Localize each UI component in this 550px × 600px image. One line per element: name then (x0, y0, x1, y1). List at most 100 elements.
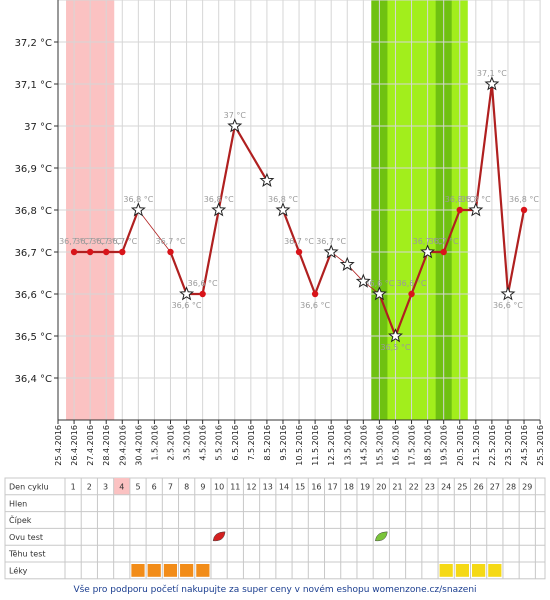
x-tick-label: 25.5.2016 (536, 425, 545, 466)
x-tick-label: 30.4.2016 (134, 425, 143, 466)
x-tick-label: 7.5.2016 (247, 425, 256, 461)
data-label: 36,8 °C (204, 195, 234, 204)
series-line-thin (137, 209, 171, 253)
data-label: 36,5 °C (380, 343, 410, 352)
y-tick-label: 37,2 °C (15, 38, 52, 49)
star-marker-icon (130, 202, 146, 217)
cycle-day-number: 29 (522, 483, 532, 492)
cycle-day-number: 14 (279, 483, 289, 492)
star-marker-icon (420, 244, 436, 259)
x-tick-label: 21.5.2016 (472, 425, 481, 466)
y-tick-label: 37,1 °C (15, 80, 52, 91)
data-label: 36,7 °C (91, 237, 121, 246)
data-label: 36,7 °C (75, 237, 105, 246)
cycle-day-number: 1 (71, 483, 76, 492)
medication-cell (180, 564, 194, 577)
x-tick-label: 29.4.2016 (118, 425, 127, 466)
menstruation-day-cell (113, 478, 130, 495)
data-point (440, 248, 447, 256)
x-tick-label: 8.5.2016 (263, 425, 272, 461)
data-label: 36,6 °C (364, 279, 394, 288)
cycle-day-number: 3 (103, 483, 108, 492)
x-tick-label: 3.5.2016 (183, 425, 192, 461)
data-label: 36,8 °C (445, 195, 475, 204)
medication-cell (163, 564, 178, 577)
footer-link[interactable]: Vše pro podporu početí nakupujte za supe… (73, 585, 477, 595)
data-label: 36,7 °C (429, 237, 459, 246)
x-tick-label: 15.5.2016 (375, 425, 384, 466)
data-point (167, 248, 174, 256)
data-point (103, 248, 110, 256)
x-tick-label: 4.5.2016 (199, 425, 208, 461)
data-label: 36,7 °C (316, 237, 346, 246)
data-label: 36,6 °C (300, 301, 330, 310)
y-tick-label: 36,7 °C (15, 248, 52, 259)
data-label: 36,7 °C (156, 237, 186, 246)
x-tick-label: 10.5.2016 (295, 425, 304, 466)
cycle-day-number: 24 (441, 483, 451, 492)
data-point (70, 248, 78, 256)
x-tick-label: 20.5.2016 (456, 425, 465, 466)
cycle-day-number: 19 (360, 483, 370, 492)
star-marker-icon (355, 273, 371, 288)
cycle-day-number: 18 (344, 483, 354, 492)
x-tick-label: 13.5.2016 (343, 425, 352, 466)
data-label: 36,6 °C (493, 301, 523, 310)
x-tick-label: 16.5.2016 (391, 425, 400, 466)
x-tick-label: 25.4.2016 (54, 425, 63, 466)
x-tick-label: 1.5.2016 (150, 425, 159, 461)
data-point (86, 248, 94, 256)
y-tick-label: 36,5 °C (15, 332, 52, 343)
y-tick-label: 37 °C (24, 122, 52, 133)
data-label: 36,8 °C (268, 195, 298, 204)
data-point (119, 248, 126, 256)
cycle-day-number: 13 (263, 483, 273, 492)
x-tick-label: 28.4.2016 (102, 425, 111, 466)
cycle-day-number: 12 (246, 483, 256, 492)
x-tick-label: 27.4.2016 (86, 425, 95, 466)
x-tick-label: 2.5.2016 (166, 425, 175, 461)
leaf-icon (212, 531, 226, 542)
table-row-label: Léky (9, 566, 28, 576)
data-label: 36,7 °C (413, 237, 443, 246)
data-label: 36,6 °C (172, 301, 202, 310)
cycle-day-number: 28 (506, 483, 516, 492)
cycle-day-number: 23 (425, 483, 435, 492)
star-marker-icon (500, 286, 516, 301)
star-marker-icon (323, 244, 339, 259)
x-tick-label: 6.5.2016 (231, 425, 240, 461)
data-point (295, 248, 303, 256)
table-row-label: Hlen (9, 499, 27, 508)
star-marker-icon (468, 202, 484, 217)
x-tick-label: 18.5.2016 (424, 425, 433, 466)
data-label: 36,7 °C (284, 237, 314, 246)
medication-cell (472, 564, 486, 577)
cycle-day-number: 4 (119, 483, 124, 492)
star-marker-icon (259, 172, 275, 187)
x-tick-label: 5.5.2016 (215, 425, 224, 461)
x-tick-label: 23.5.2016 (504, 425, 513, 466)
x-axis: 25.4.2016 26.4.2016 27.4.2016 28.4.2016 29.4… (54, 420, 545, 466)
data-label: 37 °C (224, 111, 247, 120)
cycle-day-number: 16 (311, 483, 321, 492)
cycle-day-number: 22 (409, 483, 419, 492)
x-tick-label: 14.5.2016 (359, 425, 368, 466)
cycle-day-number: 8 (184, 483, 189, 492)
cycle-day-number: 21 (392, 483, 402, 492)
x-tick-label: 19.5.2016 (440, 425, 449, 466)
star-marker-icon (179, 286, 195, 301)
data-label: 36,7 °C (59, 237, 89, 246)
temperature-chart: 36,4 °C 36,5 °C 36,6 °C 36,7 °C 36,8 °C 36,9 … (4, 0, 546, 580)
cycle-day-number: 25 (457, 483, 467, 492)
y-axis: 36,4 °C 36,5 °C 36,6 °C 36,7 °C 36,8 °C 36,9 … (15, 38, 58, 385)
x-tick-label: 9.5.2016 (279, 425, 288, 461)
cycle-day-number: 11 (230, 483, 240, 492)
cycle-day-number: 15 (295, 483, 305, 492)
x-tick-label: 12.5.2016 (327, 425, 336, 466)
medication-cell (147, 564, 161, 577)
star-marker-icon (484, 76, 500, 91)
data-point (520, 206, 528, 214)
star-marker-icon (371, 286, 387, 301)
star-marker-icon (227, 118, 243, 133)
data-label: 36,7 °C (107, 237, 137, 246)
